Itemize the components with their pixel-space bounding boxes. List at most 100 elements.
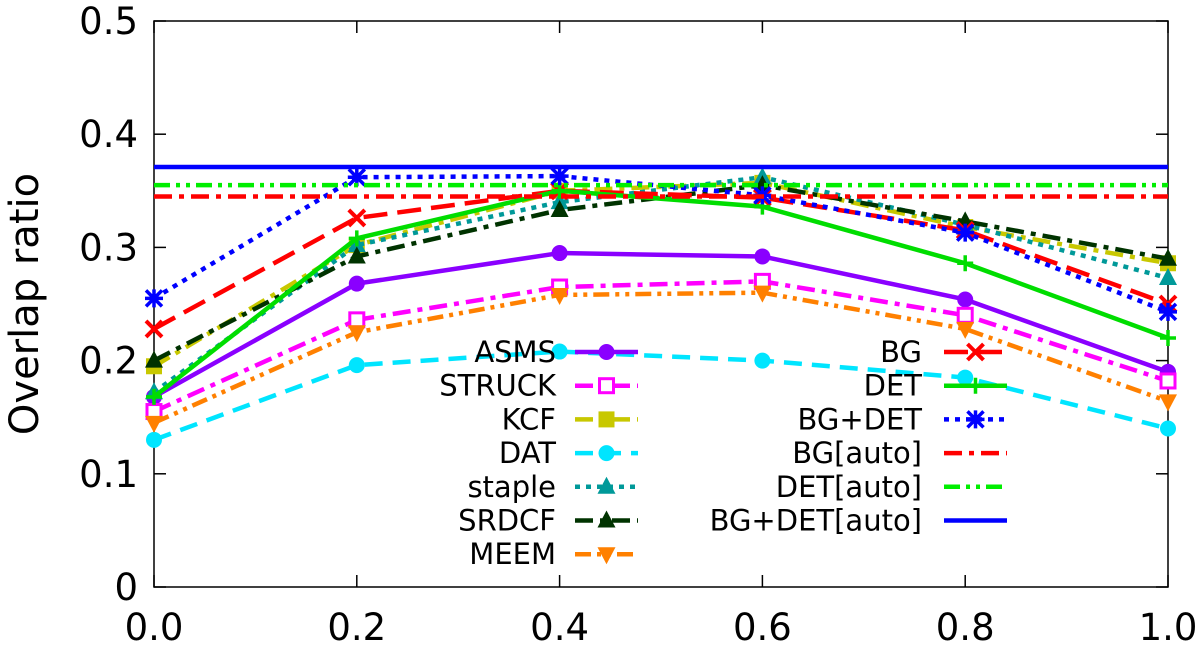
x-tick-label: 0.8 [936, 606, 995, 649]
legend-entry-det-auto: DET[auto] [776, 470, 1007, 504]
series-bg-plus-det [144, 166, 1178, 322]
series-line [152, 188, 1169, 399]
series-line [152, 174, 1169, 395]
legend: ASMSSTRUCKKCFDATstapleSRDCFMEEMBGDETBG+D… [439, 335, 1007, 571]
data-point [956, 321, 975, 339]
data-point [551, 245, 568, 262]
series-line [152, 182, 1169, 363]
legend-label: STRUCK [439, 369, 557, 403]
data-point [347, 246, 366, 264]
data-point [1159, 394, 1177, 412]
data-point [957, 291, 974, 308]
x-tick-label: 1.0 [1139, 606, 1198, 649]
data-point [145, 350, 163, 368]
series-meem [145, 285, 1177, 433]
y-tick-label: 0.1 [79, 453, 138, 496]
data-point [955, 223, 975, 242]
data-point [551, 182, 568, 199]
legend-label: BG[auto] [792, 436, 922, 470]
legend-label: MEEM [469, 537, 556, 571]
y-tick-label: 0.4 [79, 113, 138, 156]
legend-marker [967, 377, 984, 394]
legend-marker [598, 344, 615, 360]
y-tick-label: 0.3 [79, 226, 138, 269]
data-point [551, 343, 568, 360]
legend-marker [598, 377, 615, 395]
legend-label: DET [864, 369, 923, 403]
y-tick-label: 0 [114, 566, 138, 609]
data-point [348, 230, 365, 247]
data-point [550, 200, 569, 218]
data-point [145, 415, 163, 433]
series-dat [146, 343, 1176, 448]
legend-label: DAT [499, 436, 556, 470]
data-point [348, 275, 365, 292]
data-point [144, 289, 164, 308]
data-point [1158, 302, 1178, 322]
legend-marker [597, 547, 616, 565]
data-point [753, 175, 772, 193]
legend-entry-meem: MEEM [469, 537, 638, 571]
legend-marker [966, 410, 985, 429]
legend-marker [966, 342, 985, 362]
data-point [146, 431, 162, 448]
x-tick-label: 0.4 [530, 606, 589, 649]
data-point [1160, 420, 1176, 437]
legend-label: BG+DET[auto] [710, 504, 922, 538]
series-line [153, 290, 1169, 425]
legend-label: KCF [502, 402, 556, 436]
data-point [348, 311, 366, 329]
data-point [146, 388, 162, 405]
data-point [754, 248, 771, 265]
legend-label: DET[auto] [776, 470, 922, 504]
data-point [1159, 248, 1177, 266]
y-axis-label: Overlap ratio [2, 173, 48, 435]
data-point [956, 306, 974, 324]
legend-label: BG [880, 335, 922, 369]
series-asms [146, 245, 1176, 405]
data-point [957, 255, 974, 272]
legend-entry-bg-plus-det-auto: BG+DET[auto] [710, 504, 1007, 538]
x-tick-label: 0.0 [125, 606, 184, 649]
y-tick-label: 0.2 [79, 340, 138, 383]
x-tick-label: 0.6 [733, 606, 792, 649]
series-line [153, 279, 1169, 414]
data-point [348, 357, 365, 374]
legend-label: staple [467, 470, 556, 504]
legend-entry-dat: DAT [499, 436, 638, 470]
legend-entry-struck: STRUCK [439, 369, 638, 403]
legend-label: BG+DET [797, 402, 922, 436]
legend-entry-asms: ASMS [474, 335, 638, 369]
series-layer [144, 164, 1178, 448]
legend-entry-bg-plus-det: BG+DET [797, 402, 1007, 436]
axis-ticks: 0 0.1 0.2 0.3 0.4 0.5 0.0 0.2 0.4 0.6 0.8 1.0 [79, 0, 1197, 649]
legend-entry-srdcf: SRDCF [458, 504, 638, 538]
legend-entry-staple: staple [467, 470, 638, 504]
data-point [1159, 372, 1177, 390]
series-line [152, 180, 1169, 369]
series-srdcf [145, 175, 1177, 368]
series-line [152, 250, 1169, 399]
plot-frame [153, 20, 1169, 588]
legend-marker [597, 476, 616, 494]
legend-entry-det: DET [864, 369, 1007, 403]
data-point [347, 208, 367, 228]
legend-marker [598, 445, 615, 462]
y-tick-label: 0.5 [79, 0, 138, 43]
data-point [754, 352, 771, 369]
data-point [1160, 329, 1176, 346]
data-point [347, 167, 367, 187]
legend-label: ASMS [474, 335, 556, 369]
legend-label: SRDCF [458, 504, 556, 538]
legend-entry-kcf: KCF [502, 402, 638, 436]
legend-marker [597, 510, 616, 528]
data-point [550, 287, 569, 305]
data-point [1159, 267, 1177, 285]
data-point [347, 325, 366, 343]
data-point [957, 369, 974, 386]
data-point [550, 166, 569, 186]
data-point [753, 285, 772, 303]
legend-entry-bg-auto: BG[auto] [792, 436, 1007, 470]
series-line [153, 349, 1169, 442]
